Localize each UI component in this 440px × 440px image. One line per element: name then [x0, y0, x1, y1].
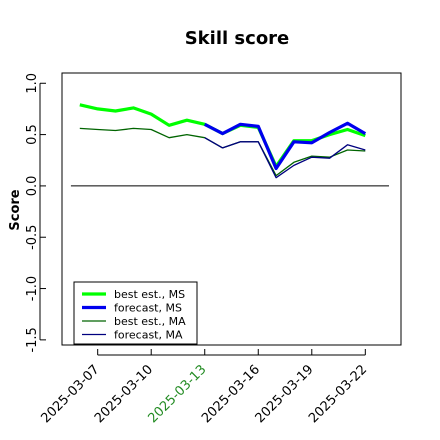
y-axis-label: Score	[8, 189, 23, 230]
series-line	[203, 121, 367, 171]
legend-label: best est., MS	[114, 288, 185, 301]
y-tick-label: 1.0	[25, 73, 40, 94]
plot-frame	[61, 72, 402, 346]
y-axis: -1.5 -1.0 -0.5 0.0 0.5 1.0	[25, 73, 46, 353]
chart-title: Skill score	[185, 28, 290, 49]
y-tick-label: -1.5	[25, 327, 40, 352]
y-tick-label: 0.0	[25, 176, 40, 197]
legend-label: forecast, MA	[114, 329, 183, 342]
plot-area	[70, 103, 389, 187]
y-tick-label: 0.5	[25, 124, 40, 145]
y-tick-label: -1.0	[25, 276, 40, 301]
x-tick-label: 2025-03-22	[306, 362, 370, 426]
legend-label: forecast, MS	[114, 302, 182, 315]
y-tick-label: -0.5	[25, 225, 40, 250]
legend-box	[73, 281, 198, 345]
legend-label: best est., MA	[114, 315, 186, 328]
series-line	[204, 137, 366, 179]
x-axis: 2025-03-072025-03-102025-03-132025-03-16…	[38, 349, 370, 426]
